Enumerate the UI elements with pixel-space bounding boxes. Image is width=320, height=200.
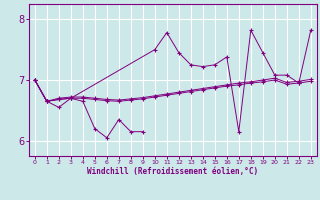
X-axis label: Windchill (Refroidissement éolien,°C): Windchill (Refroidissement éolien,°C)	[87, 167, 258, 176]
